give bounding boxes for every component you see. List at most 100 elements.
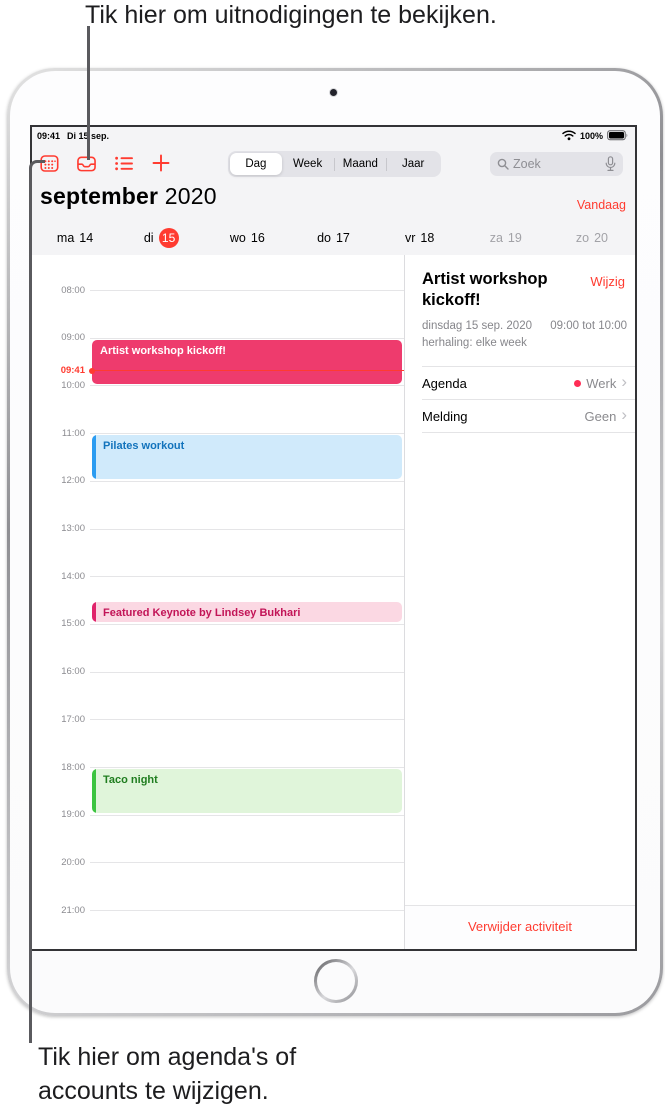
row-label: Agenda bbox=[422, 375, 467, 391]
edit-button[interactable]: Wijzig bbox=[590, 274, 625, 289]
status-time: 09:41 bbox=[37, 131, 61, 141]
day-name: za bbox=[489, 231, 503, 245]
event-block[interactable]: Taco night bbox=[92, 769, 402, 814]
event-block-title: Pilates workout bbox=[103, 440, 185, 453]
home-button[interactable] bbox=[314, 959, 358, 1003]
page-title: september 2020 bbox=[40, 183, 217, 213]
chevron-right-icon: › bbox=[621, 372, 627, 391]
tab-week[interactable]: Week bbox=[293, 158, 323, 170]
hour-label: 21:00 bbox=[61, 904, 85, 916]
day-timeline[interactable]: 08:00 09:00 10:00 11:00 12:00 13:00 14:00 15:00… bbox=[32, 255, 404, 949]
row-value-group: Werk › bbox=[574, 372, 627, 391]
add-icon[interactable] bbox=[151, 154, 170, 173]
app-header: 09:41 Di 15 sep. 100% bbox=[32, 127, 635, 256]
callout-bottom-line bbox=[29, 160, 45, 1043]
callout-top-line bbox=[87, 26, 90, 160]
hour-gridline bbox=[90, 814, 404, 816]
hour-gridline bbox=[90, 623, 404, 625]
day-number: 19 bbox=[507, 231, 522, 245]
event-block-title: Featured Keynote by Lindsey Bukhari bbox=[103, 607, 301, 620]
hour-gridline bbox=[90, 576, 404, 578]
week-day-row: ma 14 di 15 wo 16 do 17 vr 18 za 19 zo 20 bbox=[32, 224, 635, 252]
hour-label: 09:00 bbox=[61, 332, 85, 344]
title-month: september bbox=[40, 183, 159, 209]
search-placeholder: Zoek bbox=[513, 157, 541, 171]
hour-gridline bbox=[90, 433, 404, 435]
event-block-title: Artist workshop kickoff! bbox=[100, 344, 226, 357]
hour-gridline bbox=[90, 862, 404, 864]
hour-gridline bbox=[90, 719, 404, 721]
day-number: 20 bbox=[594, 231, 608, 245]
hour-label: 11:00 bbox=[61, 427, 85, 439]
hour-gridline bbox=[90, 385, 404, 387]
segment-separator bbox=[333, 157, 335, 171]
day-number: 16 bbox=[250, 231, 265, 245]
day-name: do bbox=[317, 231, 331, 245]
tab-maand[interactable]: Maand bbox=[342, 158, 378, 170]
event-color-bar bbox=[92, 435, 96, 480]
tab-dag[interactable]: Dag bbox=[230, 153, 282, 175]
mic-icon[interactable] bbox=[605, 156, 616, 172]
selected-day-badge: 15 bbox=[158, 228, 179, 248]
tab-jaar[interactable]: Jaar bbox=[401, 158, 425, 170]
hour-gridline bbox=[90, 910, 404, 912]
list-icon[interactable] bbox=[114, 154, 133, 173]
day-name: di bbox=[143, 231, 154, 245]
hour-label: 08:00 bbox=[61, 284, 85, 296]
event-block[interactable]: Pilates workout bbox=[92, 435, 402, 480]
row-value: Geen bbox=[584, 408, 617, 424]
day-cell-ma[interactable]: ma 14 bbox=[32, 224, 118, 252]
callout-bottom-text: Tik hier om agenda's of accounts te wijz… bbox=[38, 1043, 297, 1105]
callout-top-text: Tik hier om uitnodigingen te bekijken. bbox=[85, 1, 497, 29]
event-color-bar bbox=[92, 769, 96, 814]
day-cell-di[interactable]: di 15 bbox=[118, 224, 204, 252]
event-block[interactable]: Artist workshop kickoff! bbox=[92, 339, 402, 384]
event-detail-panel: Artist workshop kickoff! Wijzig dinsdag … bbox=[405, 255, 635, 949]
hour-gridline bbox=[90, 337, 404, 339]
hour-label: 17:00 bbox=[61, 713, 85, 725]
hour-label: 19:00 bbox=[61, 809, 85, 821]
hour-gridline bbox=[90, 671, 404, 673]
hour-gridline bbox=[90, 767, 404, 768]
row-agenda[interactable]: Agenda Werk › bbox=[422, 367, 635, 400]
hour-gridline bbox=[90, 528, 404, 530]
search-input[interactable]: Zoek bbox=[490, 152, 623, 176]
status-bar: 09:41 Di 15 sep. 100% bbox=[32, 127, 635, 145]
day-cell-wo[interactable]: wo 16 bbox=[204, 224, 290, 252]
row-label: Melding bbox=[422, 408, 468, 424]
day-cell-zo[interactable]: zo 20 bbox=[549, 224, 635, 252]
event-block[interactable]: Featured Keynote by Lindsey Bukhari bbox=[92, 602, 402, 623]
event-options: Agenda Werk › Melding Geen › bbox=[422, 366, 635, 433]
panel-divider bbox=[404, 255, 405, 949]
hour-label: 18:00 bbox=[61, 761, 85, 773]
hour-label: 16:00 bbox=[61, 666, 85, 678]
day-name: zo bbox=[575, 231, 590, 245]
event-title: Artist workshop kickoff! bbox=[422, 270, 548, 309]
delete-event-button[interactable]: Verwijder activiteit bbox=[467, 919, 573, 934]
current-time-dot bbox=[89, 367, 95, 374]
hour-gridline bbox=[90, 290, 404, 291]
event-repeat: herhaling: elke week bbox=[422, 337, 527, 349]
day-number: 14 bbox=[79, 231, 94, 245]
day-name: wo bbox=[229, 231, 246, 245]
row-melding[interactable]: Melding Geen › bbox=[422, 400, 635, 433]
hour-gridline bbox=[90, 480, 404, 482]
segment-separator bbox=[386, 157, 388, 171]
inbox-icon[interactable] bbox=[77, 154, 96, 173]
event-color-bar bbox=[92, 602, 96, 623]
day-cell-do[interactable]: do 17 bbox=[290, 224, 376, 252]
view-switcher: Dag Week Maand Jaar bbox=[228, 151, 441, 177]
day-name: ma bbox=[56, 231, 75, 245]
day-cell-za[interactable]: za 19 bbox=[463, 224, 549, 252]
battery-icon bbox=[607, 130, 628, 141]
day-cell-vr[interactable]: vr 18 bbox=[377, 224, 463, 252]
event-time: 09:00 tot 10:00 bbox=[550, 320, 627, 332]
hour-label: 15:00 bbox=[61, 618, 85, 630]
day-number: 18 bbox=[420, 231, 435, 245]
row-value-group: Geen › bbox=[584, 406, 627, 424]
front-camera bbox=[330, 89, 337, 96]
delete-section: Verwijder activiteit bbox=[405, 905, 635, 949]
current-time-line bbox=[89, 367, 404, 374]
today-button[interactable]: Vandaag bbox=[576, 198, 626, 212]
toolbar bbox=[40, 153, 170, 173]
